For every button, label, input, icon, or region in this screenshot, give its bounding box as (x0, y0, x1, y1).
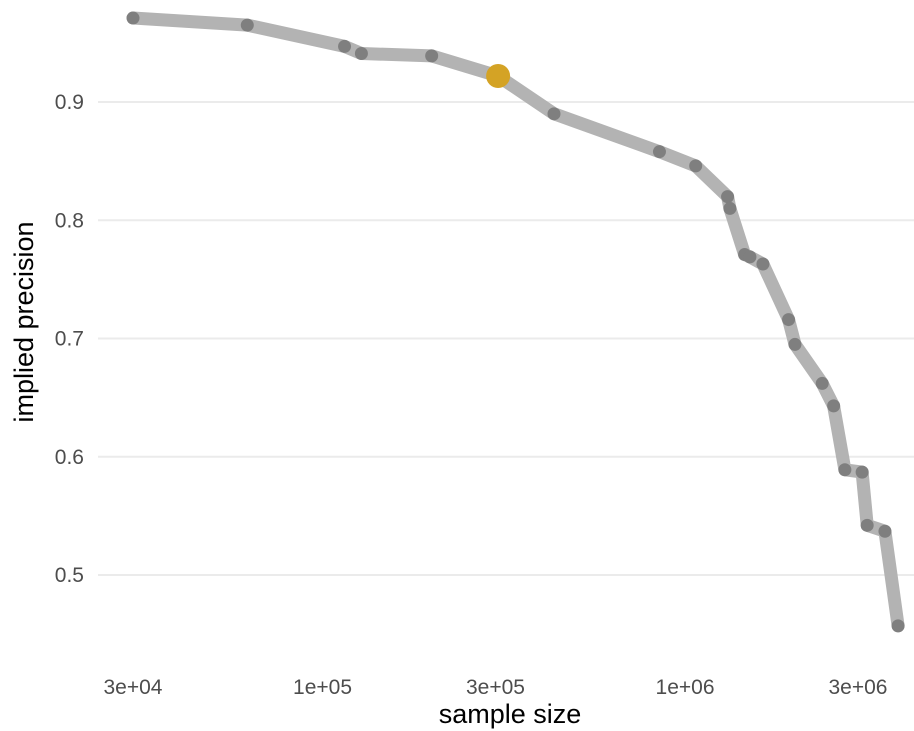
data-point (652, 145, 666, 159)
y-tick-label: 0.7 (55, 328, 84, 351)
data-point (743, 250, 757, 264)
data-points (126, 11, 905, 633)
gridlines (98, 101, 914, 576)
y-tick-label: 0.8 (55, 209, 84, 232)
y-axis-title: implied precision (9, 221, 39, 422)
data-point (891, 619, 905, 633)
data-point (689, 159, 703, 173)
x-axis-ticks: 3e+04 1e+05 3e+05 1e+06 3e+06 (104, 676, 888, 699)
y-tick-label: 0.5 (55, 564, 84, 587)
x-axis-title: sample size (439, 699, 582, 729)
x-tick-label: 1e+06 (656, 676, 715, 699)
data-point (855, 465, 869, 479)
y-tick-label: 0.9 (55, 91, 84, 114)
data-point (354, 47, 368, 61)
data-point (338, 39, 352, 53)
data-point (827, 399, 841, 413)
data-point (721, 190, 735, 204)
data-point (782, 313, 796, 327)
y-axis-ticks: 0.5 0.6 0.7 0.8 0.9 (55, 91, 84, 587)
data-point (723, 201, 737, 215)
x-tick-label: 1e+05 (293, 676, 352, 699)
x-tick-label: 3e+05 (466, 676, 525, 699)
data-point (788, 337, 802, 351)
x-tick-label: 3e+06 (829, 676, 888, 699)
y-tick-label: 0.6 (55, 446, 84, 469)
data-point (815, 376, 829, 390)
x-tick-label: 3e+04 (104, 676, 163, 699)
data-point (126, 11, 140, 25)
data-point (878, 524, 892, 538)
data-point (838, 463, 852, 477)
data-point (860, 518, 874, 532)
data-point (425, 49, 439, 63)
data-point (547, 107, 561, 121)
data-point (240, 18, 254, 32)
highlighted-data-point (486, 63, 511, 88)
data-point (756, 257, 770, 271)
